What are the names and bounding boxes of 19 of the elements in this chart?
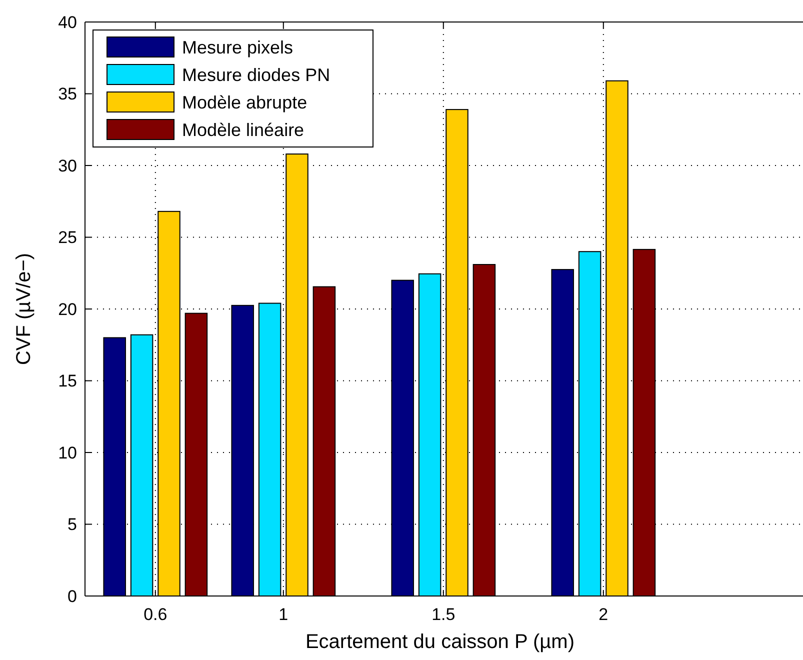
legend-label: Mesure diodes PN bbox=[182, 64, 330, 85]
y-tick-label: 10 bbox=[58, 443, 77, 462]
y-tick-label: 40 bbox=[58, 12, 77, 32]
y-axis-title: CVF (µV/e−) bbox=[13, 252, 35, 366]
legend-label: Modèle linéaire bbox=[182, 120, 304, 140]
legend-label: Modèle abrupte bbox=[182, 92, 308, 112]
y-tick-label: 35 bbox=[58, 84, 77, 104]
x-tick-label: 0.6 bbox=[144, 605, 168, 624]
x-tick-label: 1 bbox=[278, 605, 288, 624]
y-tick-label: 5 bbox=[68, 515, 77, 534]
legend-label: Mesure pixels bbox=[182, 37, 294, 58]
x-tick-label: 1.5 bbox=[432, 605, 456, 624]
y-tick-label: 0 bbox=[68, 586, 77, 606]
y-tick-label: 25 bbox=[58, 228, 77, 248]
y-tick-label: 15 bbox=[58, 372, 77, 391]
y-tick-label: 30 bbox=[58, 156, 77, 176]
x-axis-title: Ecartement du caisson P (µm) bbox=[305, 631, 575, 653]
y-tick-label: 20 bbox=[58, 300, 77, 319]
x-tick-label: 2 bbox=[598, 605, 608, 624]
